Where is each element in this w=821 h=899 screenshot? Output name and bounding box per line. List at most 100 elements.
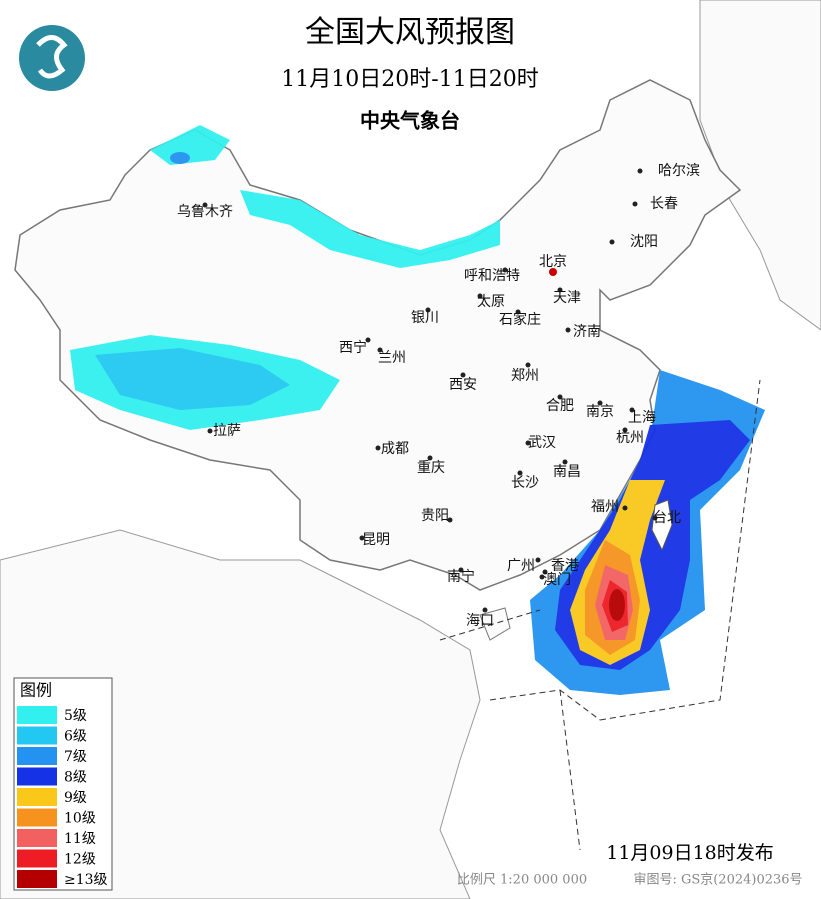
- city-dot: [557, 394, 563, 400]
- city-dot: [515, 309, 521, 315]
- city-label: 石家庄: [499, 311, 541, 328]
- city-dot: [652, 515, 658, 521]
- legend-title: 图例: [20, 681, 52, 700]
- city-label: 兰州: [378, 350, 406, 366]
- legend-label: 9级: [64, 790, 87, 806]
- legend-label: ≥13级: [64, 872, 108, 888]
- wind-area: [609, 589, 625, 621]
- period: 11月10日20时-11日20时: [281, 67, 538, 92]
- legend-swatch: [17, 829, 57, 847]
- legend-label: 11级: [64, 831, 96, 847]
- city-dot: [425, 307, 431, 313]
- city-dot: [535, 557, 541, 563]
- city-label: 沈阳: [630, 234, 658, 250]
- city-label: 拉萨: [213, 423, 241, 439]
- city-label: 合肥: [546, 398, 574, 414]
- wind-area: [170, 152, 190, 164]
- city-dot: [629, 407, 635, 413]
- city-dot: [359, 535, 365, 541]
- city-label: 南宁: [447, 568, 475, 585]
- city-dot: [375, 445, 381, 451]
- city-label: 澳门: [543, 572, 571, 588]
- city-label: 长沙: [511, 475, 539, 491]
- city-label: 重庆: [417, 460, 445, 476]
- city-label: 上海: [628, 410, 656, 426]
- city-dot: [542, 569, 548, 575]
- city-label: 哈尔滨: [658, 163, 700, 179]
- city-dot: [502, 267, 508, 273]
- legend-label: 12级: [64, 852, 96, 868]
- logo: [19, 25, 85, 91]
- logo-mark: [36, 35, 68, 79]
- city-label: 广州: [507, 558, 535, 574]
- city-dot: [458, 567, 464, 573]
- city-label: 福州: [591, 499, 619, 515]
- legend-swatch: [17, 747, 57, 765]
- city-dot: [447, 517, 453, 523]
- city-dot: [632, 201, 638, 207]
- approval: 审图号: GS京(2024)0236号: [633, 873, 802, 888]
- city-label: 郑州: [511, 368, 539, 384]
- city-label: 天津: [553, 290, 581, 306]
- published: 11月09日18时发布: [606, 842, 774, 864]
- neighbour-land: [699, 0, 821, 331]
- legend-swatch: [17, 767, 57, 786]
- city-dot: [622, 505, 628, 511]
- wind-area: [150, 125, 230, 165]
- legend-label: 10级: [64, 811, 96, 827]
- legend-swatch: [17, 808, 57, 827]
- city-dot: [597, 400, 603, 406]
- wind-area: [95, 348, 290, 410]
- city-dot: [377, 347, 383, 353]
- city-label: 济南: [573, 324, 601, 340]
- legend: 图例 5级 6级 7级 8级 9级 10级 11级 12级 ≥13级: [13, 677, 113, 891]
- city-dot: [477, 293, 483, 299]
- city-label: 呼和浩特: [464, 268, 520, 284]
- city-label: 海口: [466, 613, 494, 629]
- city-label: 昆明: [362, 532, 390, 548]
- legend-label: 6级: [64, 729, 87, 745]
- city-dot: [427, 455, 433, 461]
- city-dot: [525, 440, 531, 446]
- wind-areas: [70, 125, 765, 695]
- wind-area: [240, 190, 500, 268]
- city-label: 太原: [477, 294, 505, 310]
- maritime-boundary: [439, 379, 761, 851]
- legend-swatch: [17, 706, 57, 724]
- taiwan: [651, 499, 673, 552]
- city-dot: [539, 574, 545, 580]
- city-dot: [365, 337, 371, 343]
- city-label: 南昌: [553, 464, 581, 480]
- scale: 比例尺 1:20 000 000: [457, 873, 587, 888]
- city-label: 杭州: [616, 430, 644, 446]
- city-dot: [565, 327, 571, 333]
- city-dot: [549, 268, 557, 276]
- city-dot: [557, 287, 563, 293]
- legend-swatch: [17, 726, 57, 745]
- city-dot: [202, 202, 208, 208]
- city-label: 台北: [653, 510, 681, 526]
- city-dot: [637, 168, 643, 174]
- city-label: 香港: [551, 558, 579, 574]
- neighbour-land: [0, 529, 481, 899]
- city-label: 成都: [381, 441, 409, 457]
- title: 全国大风预报图: [305, 15, 515, 50]
- city-label: 西安: [449, 377, 477, 393]
- city-label: 西宁: [339, 339, 367, 356]
- city-label: 乌鲁木齐: [177, 204, 233, 220]
- legend-label: 5级: [64, 708, 87, 724]
- city-label: 武汉: [528, 435, 556, 451]
- legend-swatch: [17, 849, 57, 868]
- city-dot: [562, 459, 568, 465]
- city-dot: [207, 428, 213, 434]
- legend-label: 7级: [64, 749, 87, 765]
- city-label: 长春: [650, 196, 678, 212]
- hainan: [479, 607, 511, 641]
- city-label: 银川: [411, 310, 439, 326]
- city-dot: [482, 607, 488, 613]
- city-dot: [609, 239, 615, 245]
- city-dot: [460, 372, 466, 378]
- legend-swatch: [17, 870, 57, 888]
